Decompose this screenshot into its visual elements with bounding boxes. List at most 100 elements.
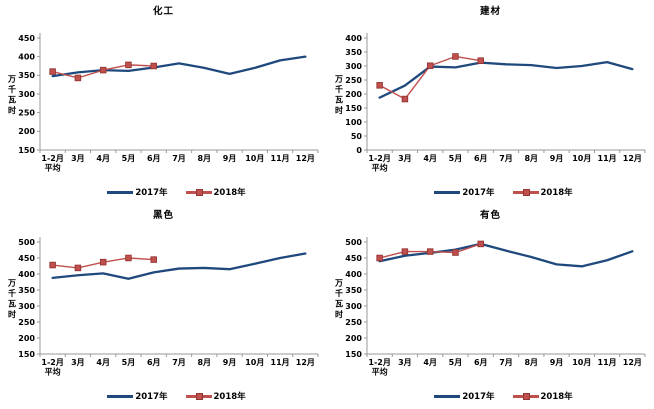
chart-legend-heise: 2017年 2018年 bbox=[0, 386, 327, 406]
svg-text:8月: 8月 bbox=[524, 358, 538, 367]
svg-text:万千瓦时: 万千瓦时 bbox=[334, 278, 343, 319]
svg-text:150: 150 bbox=[345, 104, 362, 113]
svg-text:万千瓦时: 万千瓦时 bbox=[334, 74, 343, 115]
chart-legend-jiancai: 2017年 2018年 bbox=[327, 182, 654, 202]
plot-area-huagong: 150 200 250 300 350 400 450 1-2月平均 3月 4月 5月 6月 7月 8月 9… bbox=[7, 33, 319, 173]
legend-square-marker-icon bbox=[195, 188, 203, 196]
svg-text:10月: 10月 bbox=[245, 154, 264, 163]
svg-text:1-2月平均: 1-2月平均 bbox=[41, 154, 63, 173]
svg-text:3月: 3月 bbox=[398, 154, 412, 163]
svg-text:350: 350 bbox=[18, 71, 35, 80]
chart-legend-huagong: 2017年 2018年 bbox=[0, 182, 327, 202]
svg-text:3月: 3月 bbox=[71, 358, 85, 367]
legend-label-2017: 2017年 bbox=[135, 188, 168, 198]
svg-text:400: 400 bbox=[345, 270, 362, 279]
svg-text:150: 150 bbox=[18, 146, 35, 155]
plot-area-youse: 150 200 250 300 350 400 450 500 1-2月平均 3月 4月 5月 6月 7月… bbox=[334, 237, 646, 377]
svg-text:8月: 8月 bbox=[197, 154, 211, 163]
svg-text:400: 400 bbox=[18, 52, 35, 61]
legend-square-marker-icon bbox=[522, 188, 530, 196]
svg-text:6月: 6月 bbox=[147, 358, 161, 367]
legend-label-2018: 2018年 bbox=[213, 188, 246, 198]
svg-text:9月: 9月 bbox=[550, 154, 564, 163]
svg-text:450: 450 bbox=[18, 34, 35, 43]
svg-text:万千瓦时: 万千瓦时 bbox=[7, 74, 16, 115]
legend-item-2017: 2017年 bbox=[434, 186, 495, 198]
svg-text:6月: 6月 bbox=[474, 358, 488, 367]
svg-text:9月: 9月 bbox=[550, 358, 564, 367]
chart-panel-heise: 黑色 150 200 250 300 350 400 450 500 1-2月平均 3月 4月 5月 6… bbox=[0, 204, 327, 408]
svg-text:400: 400 bbox=[345, 34, 362, 43]
svg-text:4月: 4月 bbox=[96, 358, 110, 367]
svg-text:300: 300 bbox=[345, 62, 362, 71]
chart-title-youse: 有色 bbox=[479, 210, 501, 221]
svg-text:11月: 11月 bbox=[271, 358, 290, 367]
legend-label-2018: 2018年 bbox=[540, 392, 573, 402]
svg-text:11月: 11月 bbox=[598, 154, 617, 163]
svg-text:8月: 8月 bbox=[524, 154, 538, 163]
legend-line-sample-2017-icon bbox=[107, 190, 134, 194]
svg-text:万千瓦时: 万千瓦时 bbox=[7, 278, 16, 319]
svg-text:250: 250 bbox=[18, 108, 35, 117]
legend-label-2017: 2017年 bbox=[462, 392, 495, 402]
legend-line-sample-2018-icon bbox=[512, 188, 539, 196]
legend-item-2017: 2017年 bbox=[107, 390, 168, 402]
svg-text:400: 400 bbox=[18, 270, 35, 279]
legend-item-2018: 2018年 bbox=[512, 390, 573, 402]
svg-text:4月: 4月 bbox=[423, 358, 437, 367]
svg-text:350: 350 bbox=[345, 48, 362, 57]
svg-text:250: 250 bbox=[18, 318, 35, 327]
legend-label-2018: 2018年 bbox=[213, 392, 246, 402]
svg-text:10月: 10月 bbox=[572, 358, 591, 367]
svg-text:100: 100 bbox=[345, 118, 362, 127]
svg-text:200: 200 bbox=[18, 334, 35, 343]
legend-line-sample-2017-icon bbox=[434, 190, 461, 194]
chart-panel-huagong: 化工 150 200 250 300 350 400 450 1-2月平均 3月 4月 5月 6月 7月… bbox=[0, 0, 327, 204]
legend-line-sample-2017-icon bbox=[107, 394, 134, 398]
svg-text:6月: 6月 bbox=[147, 154, 161, 163]
legend-label-2017: 2017年 bbox=[462, 188, 495, 198]
svg-text:300: 300 bbox=[18, 90, 35, 99]
svg-text:8月: 8月 bbox=[197, 358, 211, 367]
svg-text:7月: 7月 bbox=[172, 154, 186, 163]
svg-text:12月: 12月 bbox=[296, 358, 315, 367]
svg-text:11月: 11月 bbox=[271, 154, 290, 163]
svg-text:500: 500 bbox=[18, 238, 35, 247]
svg-text:450: 450 bbox=[18, 254, 35, 263]
legend-label-2018: 2018年 bbox=[540, 188, 573, 198]
svg-text:5月: 5月 bbox=[122, 358, 136, 367]
legend-item-2017: 2017年 bbox=[434, 390, 495, 402]
legend-line-sample-2018-icon bbox=[512, 392, 539, 400]
svg-text:3月: 3月 bbox=[398, 358, 412, 367]
svg-text:5月: 5月 bbox=[122, 154, 136, 163]
svg-text:250: 250 bbox=[345, 318, 362, 327]
svg-text:0: 0 bbox=[356, 146, 362, 155]
svg-text:7月: 7月 bbox=[172, 358, 186, 367]
plot-area-jiancai: 0 50 100 150 200 250 300 350 400 1-2月平均 3月 4月 5月 6月 7月… bbox=[334, 33, 646, 173]
plot-area-heise: 150 200 250 300 350 400 450 500 1-2月平均 3月 4月 5月 6月 7月… bbox=[7, 237, 319, 377]
chart-panel-jiancai: 建材 0 50 100 150 200 250 300 350 400 1-2月平均 3月 4月 5月 6… bbox=[327, 0, 654, 204]
legend-line-sample-2018-icon bbox=[185, 392, 212, 400]
legend-item-2018: 2018年 bbox=[185, 390, 246, 402]
svg-text:250: 250 bbox=[345, 76, 362, 85]
svg-text:150: 150 bbox=[345, 350, 362, 359]
legend-line-sample-2017-icon bbox=[434, 394, 461, 398]
legend-square-marker-icon bbox=[195, 392, 203, 400]
svg-text:200: 200 bbox=[345, 90, 362, 99]
svg-text:350: 350 bbox=[345, 286, 362, 295]
svg-text:7月: 7月 bbox=[499, 358, 513, 367]
svg-text:11月: 11月 bbox=[598, 358, 617, 367]
legend-square-marker-icon bbox=[522, 392, 530, 400]
svg-text:10月: 10月 bbox=[572, 154, 591, 163]
svg-text:5月: 5月 bbox=[449, 154, 463, 163]
svg-text:5月: 5月 bbox=[449, 358, 463, 367]
svg-text:1-2月平均: 1-2月平均 bbox=[41, 358, 63, 377]
svg-text:7月: 7月 bbox=[499, 154, 513, 163]
svg-text:150: 150 bbox=[18, 350, 35, 359]
chart-title-jiancai: 建材 bbox=[479, 6, 501, 17]
svg-text:4月: 4月 bbox=[423, 154, 437, 163]
chart-title-heise: 黑色 bbox=[152, 210, 174, 221]
svg-text:1-2月平均: 1-2月平均 bbox=[368, 154, 390, 173]
svg-text:9月: 9月 bbox=[223, 358, 237, 367]
